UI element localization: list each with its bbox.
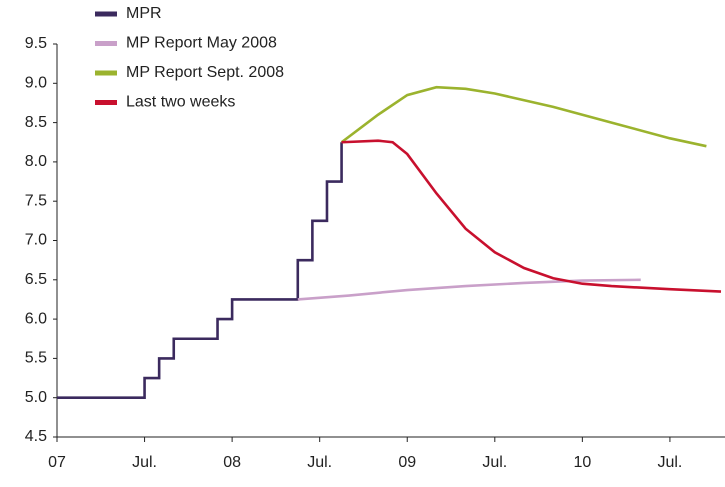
series-line: [297, 278, 641, 301]
x-tick-label: 07: [48, 454, 66, 471]
y-tick-label: 7.5: [25, 192, 47, 209]
series-line: [340, 85, 707, 148]
y-tick-label: 9.0: [25, 75, 47, 92]
y-tick-label: 5.5: [25, 350, 47, 367]
y-tick-label: 8.5: [25, 114, 47, 131]
legend-label: MP Report May 2008: [126, 35, 277, 52]
y-tick-label: 6.5: [25, 271, 47, 288]
x-tick-label: 09: [398, 454, 416, 471]
y-tick-label: 7.0: [25, 232, 47, 249]
y-tick-label: 8.0: [25, 153, 47, 170]
x-tick-label: 08: [223, 454, 241, 471]
legend-label: Last two weeks: [126, 94, 235, 111]
x-tick-label: 10: [573, 454, 591, 471]
x-tick-label: Jul.: [482, 454, 507, 471]
y-tick-label: 6.0: [25, 310, 47, 327]
x-tick-label: Jul.: [307, 454, 332, 471]
legend-label: MPR: [126, 5, 162, 22]
series-line: [57, 142, 343, 399]
legend-label: MP Report Sept. 2008: [126, 64, 284, 81]
series-line: [341, 139, 722, 293]
x-tick-label: Jul.: [132, 454, 157, 471]
x-tick-label: Jul.: [657, 454, 682, 471]
y-tick-label: 5.0: [25, 389, 47, 406]
y-tick-label: 4.5: [25, 428, 47, 445]
y-tick-label: 9.5: [25, 35, 47, 52]
